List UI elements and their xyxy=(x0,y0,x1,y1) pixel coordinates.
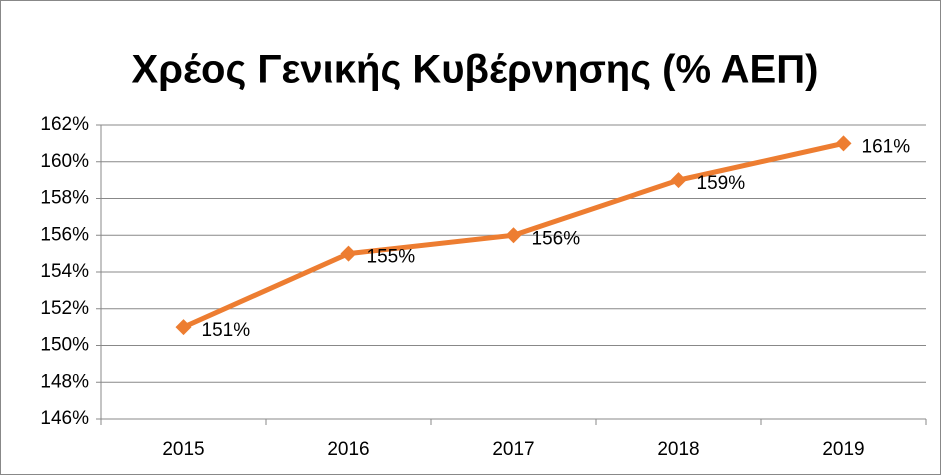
data-label: 159% xyxy=(697,173,746,194)
y-tick-label: 156% xyxy=(40,224,89,245)
data-label: 155% xyxy=(367,247,416,268)
y-tick-label: 162% xyxy=(40,114,89,135)
y-tick-label: 150% xyxy=(40,335,89,356)
y-tick-label: 160% xyxy=(40,151,89,172)
marker xyxy=(340,245,357,262)
marker xyxy=(670,172,687,189)
x-tick-label: 2018 xyxy=(657,439,699,460)
data-label: 161% xyxy=(862,136,911,157)
y-tick-label: 148% xyxy=(40,371,89,392)
y-tick-label: 154% xyxy=(40,261,89,282)
data-label: 151% xyxy=(202,320,251,341)
marker xyxy=(505,227,522,244)
x-tick-label: 2019 xyxy=(822,439,864,460)
data-label: 156% xyxy=(532,228,581,249)
marker xyxy=(835,135,852,152)
y-tick-label: 152% xyxy=(40,298,89,319)
marker xyxy=(175,319,192,336)
x-tick-label: 2015 xyxy=(162,439,204,460)
x-tick-label: 2016 xyxy=(327,439,369,460)
y-tick-label: 158% xyxy=(40,188,89,209)
y-tick-label: 146% xyxy=(40,408,89,429)
chart-title: Χρέος Γενικής Κυβέρνησης (% ΑΕΠ) xyxy=(132,48,819,92)
x-tick-label: 2017 xyxy=(492,439,534,460)
